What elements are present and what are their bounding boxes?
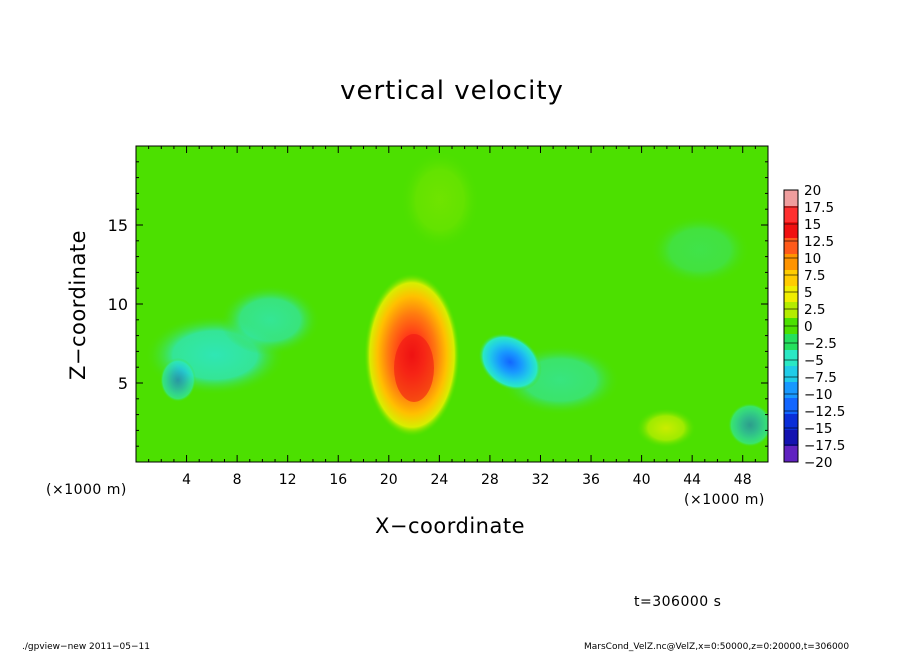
- x-tick-label: 40: [633, 472, 651, 488]
- x-tick-label: 24: [430, 472, 448, 488]
- field-blob: [400, 150, 480, 250]
- x-tick-label: 48: [734, 472, 752, 488]
- colorbar-segment: [784, 334, 798, 351]
- colorbar-label: 20: [804, 183, 821, 199]
- x-tick-label: 44: [683, 472, 701, 488]
- colorbar-label: 0: [804, 319, 813, 335]
- colorbar-segment: [784, 430, 798, 447]
- y-tick-label: 10: [108, 295, 128, 314]
- colorbar-label: −5: [804, 353, 824, 369]
- field-layer: [136, 146, 768, 462]
- x-tick-label: 8: [233, 472, 242, 488]
- chart-title: vertical velocity: [340, 76, 564, 106]
- colorbar-segment: [784, 350, 798, 367]
- colorbar: 2017.51512.5107.552.50−2.5−5−7.5−10−12.5…: [783, 183, 845, 471]
- colorbar-label: 15: [804, 217, 821, 233]
- x-unit-label-right: (×1000 m): [684, 492, 765, 508]
- time-label: t=306000 s: [634, 594, 722, 610]
- x-tick-label: 28: [481, 472, 499, 488]
- colorbar-label: −15: [804, 421, 833, 437]
- x-tick-label: 12: [279, 472, 297, 488]
- colorbar-segment: [784, 206, 798, 223]
- colorbar-label: 10: [804, 251, 821, 267]
- colorbar-segment: [784, 398, 798, 415]
- y-axis-label: Z−coordinate: [66, 230, 90, 380]
- colorbar-segment: [784, 254, 798, 271]
- updraft-peak: [394, 334, 434, 402]
- colorbar-segment: [784, 286, 798, 303]
- colorbar-segment: [784, 366, 798, 383]
- x-tick-label: 16: [329, 472, 347, 488]
- x-axis-label: X−coordinate: [375, 514, 525, 538]
- x-tick-label: 20: [380, 472, 398, 488]
- colorbar-label: −20: [804, 455, 833, 471]
- x-tick-label: 4: [182, 472, 191, 488]
- colorbar-segment: [784, 446, 798, 463]
- downdraft-core: [478, 333, 542, 391]
- y-tick-label: 5: [118, 374, 128, 393]
- colorbar-label: −17.5: [804, 438, 845, 454]
- x-tick-label: 32: [532, 472, 550, 488]
- colorbar-segment: [784, 414, 798, 431]
- colorbar-segment: [784, 238, 798, 255]
- colorbar-label: −12.5: [804, 404, 845, 420]
- colorbar-segment: [784, 222, 798, 239]
- y-axis: 5 10 15: [108, 161, 768, 447]
- footer-program: ./gpview−new 2011−05−11: [22, 642, 150, 652]
- field-blob: [728, 403, 768, 447]
- x-tick-label: 36: [582, 472, 600, 488]
- colorbar-segment: [784, 190, 798, 207]
- footer-source: MarsCond_VelZ.nc@VelZ,x=0:50000,z=0:2000…: [584, 642, 850, 652]
- colorbar-label: 12.5: [804, 234, 834, 250]
- colorbar-label: 2.5: [804, 302, 825, 318]
- field-blob: [650, 215, 750, 285]
- field-blob: [220, 285, 320, 355]
- colorbar-label: 5: [804, 285, 813, 301]
- x-unit-label-left: (×1000 m): [46, 482, 127, 498]
- field-blob: [636, 408, 696, 448]
- colorbar-segment: [784, 302, 798, 319]
- colorbar-segment: [784, 382, 798, 399]
- colorbar-label: −7.5: [804, 370, 837, 386]
- colorbar-label: 17.5: [804, 200, 834, 216]
- colorbar-label: −10: [804, 387, 833, 403]
- field-blob: [160, 358, 196, 402]
- colorbar-segment: [784, 270, 798, 287]
- colorbar-label: 7.5: [804, 268, 825, 284]
- y-tick-label: 15: [108, 216, 128, 235]
- colorbar-label: −2.5: [804, 336, 837, 352]
- x-axis: 4 8 12 16 20 24 28 32 36 40 44 48: [148, 146, 756, 488]
